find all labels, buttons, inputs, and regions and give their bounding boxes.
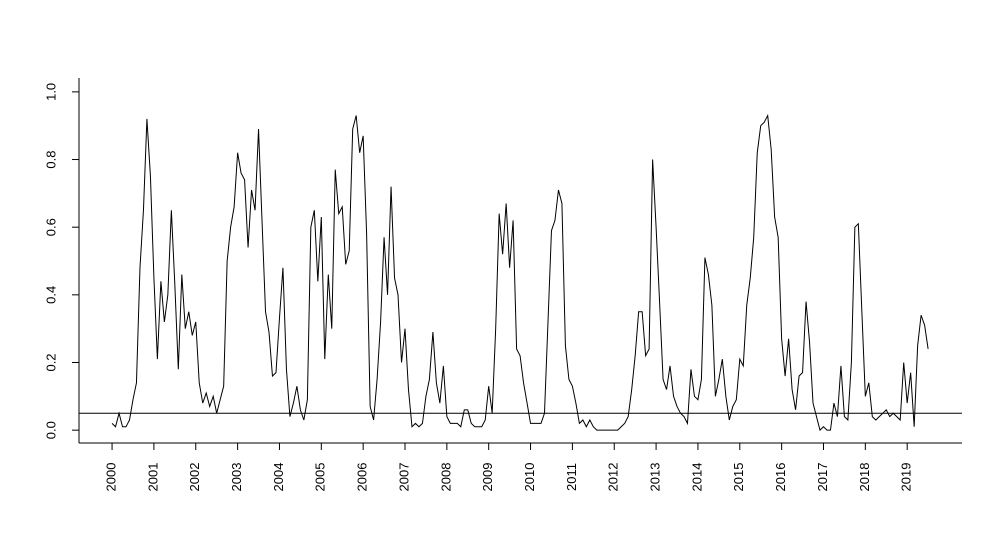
x-tick-label: 2001 (145, 463, 160, 492)
x-tick-label: 2007 (396, 463, 411, 492)
x-tick-label: 2005 (313, 463, 328, 492)
x-tick-label: 2009 (480, 463, 495, 492)
x-tick-label: 2006 (355, 463, 370, 492)
data-line (111, 113, 929, 432)
x-tick-label: 2012 (606, 463, 621, 492)
y-tick-label: 0.2 (43, 353, 58, 371)
x-tick-label: 2013 (648, 463, 663, 492)
x-tick-label: 2018 (857, 463, 872, 492)
y-tick-label: 0.4 (43, 286, 58, 304)
y-tick-label: 0.6 (43, 218, 58, 236)
x-tick-label: 2017 (815, 463, 830, 492)
x-tick-label: 2011 (564, 463, 579, 491)
y-tick-label: 1.0 (43, 83, 58, 101)
x-tick-label: 2003 (229, 463, 244, 492)
x-tick-label: 2004 (271, 463, 286, 492)
y-tick-label: 0.0 (43, 421, 58, 439)
x-tick-label: 2019 (899, 463, 914, 492)
x-tick-label: 2015 (731, 463, 746, 492)
y-tick-label: 0.8 (43, 150, 58, 168)
x-tick-label: 2000 (103, 463, 118, 492)
x-tick-label: 2014 (689, 463, 704, 492)
x-tick-label: 2010 (522, 463, 537, 492)
x-tick-label: 2008 (438, 463, 453, 492)
x-tick-label: 2002 (187, 463, 202, 492)
x-tick-label: 2016 (773, 463, 788, 492)
